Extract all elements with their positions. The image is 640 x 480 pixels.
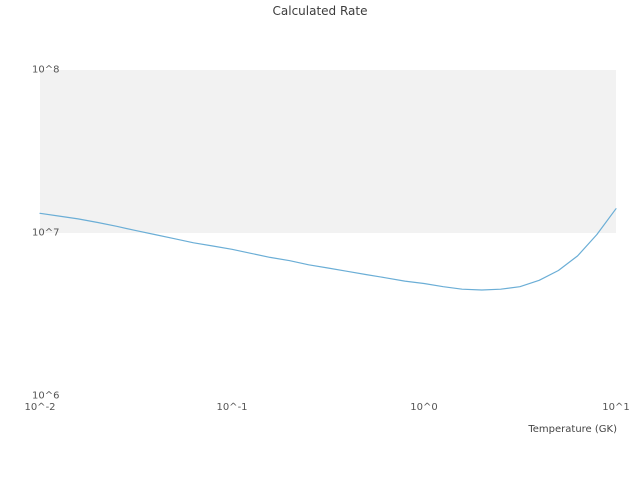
x-tick-label: 10^-2 [24, 402, 56, 413]
x-tick-label: 10^1 [602, 402, 630, 413]
y-tick-label: 10^7 [32, 227, 60, 239]
rate-line [39, 208, 617, 291]
x-tick-label: 10^0 [410, 402, 438, 413]
y-tick-label: 10^6 [32, 390, 60, 402]
x-tick-label: 10^-1 [216, 402, 248, 413]
chart-title: Calculated Rate [272, 4, 368, 18]
x-axis-label: Temperature (GK) [528, 424, 617, 435]
log-decade-band [40, 70, 616, 233]
y-tick-label: 10^8 [32, 64, 60, 76]
